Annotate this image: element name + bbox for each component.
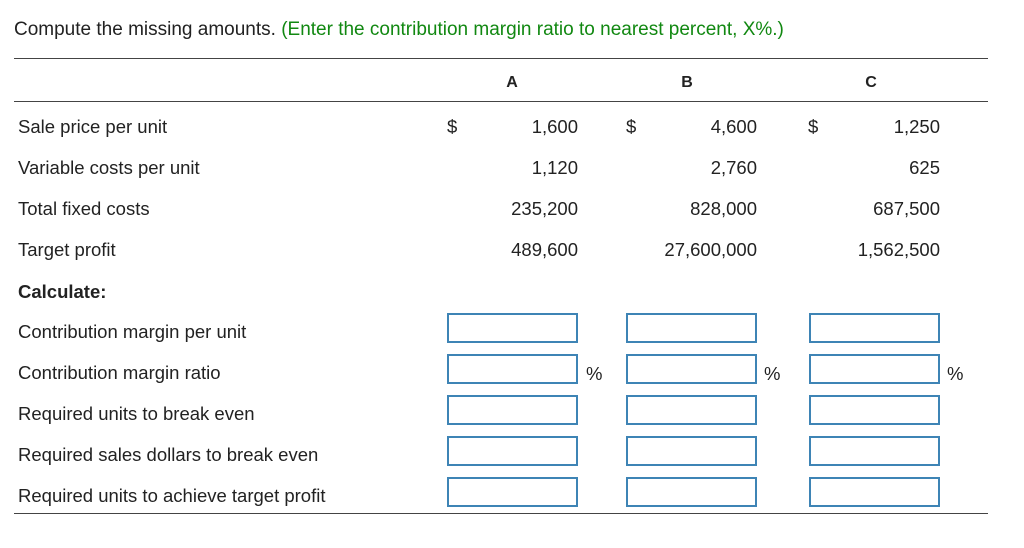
- cm-ratio-input-a[interactable]: [447, 354, 578, 384]
- break-even-units-input-c[interactable]: [809, 395, 940, 425]
- row-label-target-profit: Target profit: [18, 239, 116, 260]
- cm-ratio-input-b[interactable]: [626, 354, 757, 384]
- cm-per-unit-input-c[interactable]: [809, 313, 940, 343]
- cm-per-unit-input-b[interactable]: [626, 313, 757, 343]
- calculate-heading: Calculate:: [18, 281, 107, 302]
- break-even-sales-input-c[interactable]: [809, 436, 940, 466]
- variable-costs-c: 625: [909, 157, 940, 178]
- column-header-b: B: [681, 74, 693, 91]
- table-header-rule: [14, 101, 988, 102]
- target-profit-units-input-a[interactable]: [447, 477, 578, 507]
- break-even-units-input-b[interactable]: [626, 395, 757, 425]
- target-profit-b: 27,600,000: [664, 239, 757, 260]
- sale-price-b: 4,600: [710, 116, 757, 137]
- target-profit-units-input-b[interactable]: [626, 477, 757, 507]
- row-label-total-fixed-costs: Total fixed costs: [18, 198, 150, 219]
- instruction: Compute the missing amounts. (Enter the …: [14, 19, 784, 41]
- target-profit-c: 1,562,500: [857, 239, 940, 260]
- break-even-sales-input-b[interactable]: [626, 436, 757, 466]
- instruction-hint: (Enter the contribution margin ratio to …: [281, 19, 784, 40]
- variable-costs-a: 1,120: [531, 157, 578, 178]
- break-even-units-input-a[interactable]: [447, 395, 578, 425]
- column-header-a: A: [506, 74, 518, 91]
- sale-price-c: 1,250: [893, 116, 940, 137]
- table-top-rule: [14, 58, 988, 59]
- percent-sign-a: %: [586, 363, 603, 384]
- percent-sign-b: %: [764, 363, 781, 384]
- column-header-c: C: [865, 74, 877, 91]
- cm-per-unit-input-a[interactable]: [447, 313, 578, 343]
- row-label-sale-price: Sale price per unit: [18, 116, 168, 137]
- target-profit-units-input-c[interactable]: [809, 477, 940, 507]
- fixed-costs-c: 687,500: [873, 198, 940, 219]
- row-label-target-profit-units: Required units to achieve target profit: [18, 485, 326, 506]
- instruction-text: Compute the missing amounts.: [14, 19, 276, 40]
- row-label-cm-ratio: Contribution margin ratio: [18, 362, 221, 383]
- break-even-sales-input-a[interactable]: [447, 436, 578, 466]
- row-label-break-even-sales: Required sales dollars to break even: [18, 444, 319, 465]
- cm-ratio-input-c[interactable]: [809, 354, 940, 384]
- table-bottom-rule: [14, 513, 988, 514]
- row-label-cm-per-unit: Contribution margin per unit: [18, 321, 247, 342]
- fixed-costs-a: 235,200: [511, 198, 578, 219]
- row-label-break-even-units: Required units to break even: [18, 403, 255, 424]
- percent-sign-c: %: [947, 363, 964, 384]
- variable-costs-b: 2,760: [710, 157, 757, 178]
- currency-sign-b: $: [626, 116, 637, 137]
- row-label-variable-costs: Variable costs per unit: [18, 157, 200, 178]
- fixed-costs-b: 828,000: [690, 198, 757, 219]
- target-profit-a: 489,600: [511, 239, 578, 260]
- currency-sign-a: $: [447, 116, 458, 137]
- currency-sign-c: $: [808, 116, 819, 137]
- sale-price-a: 1,600: [531, 116, 578, 137]
